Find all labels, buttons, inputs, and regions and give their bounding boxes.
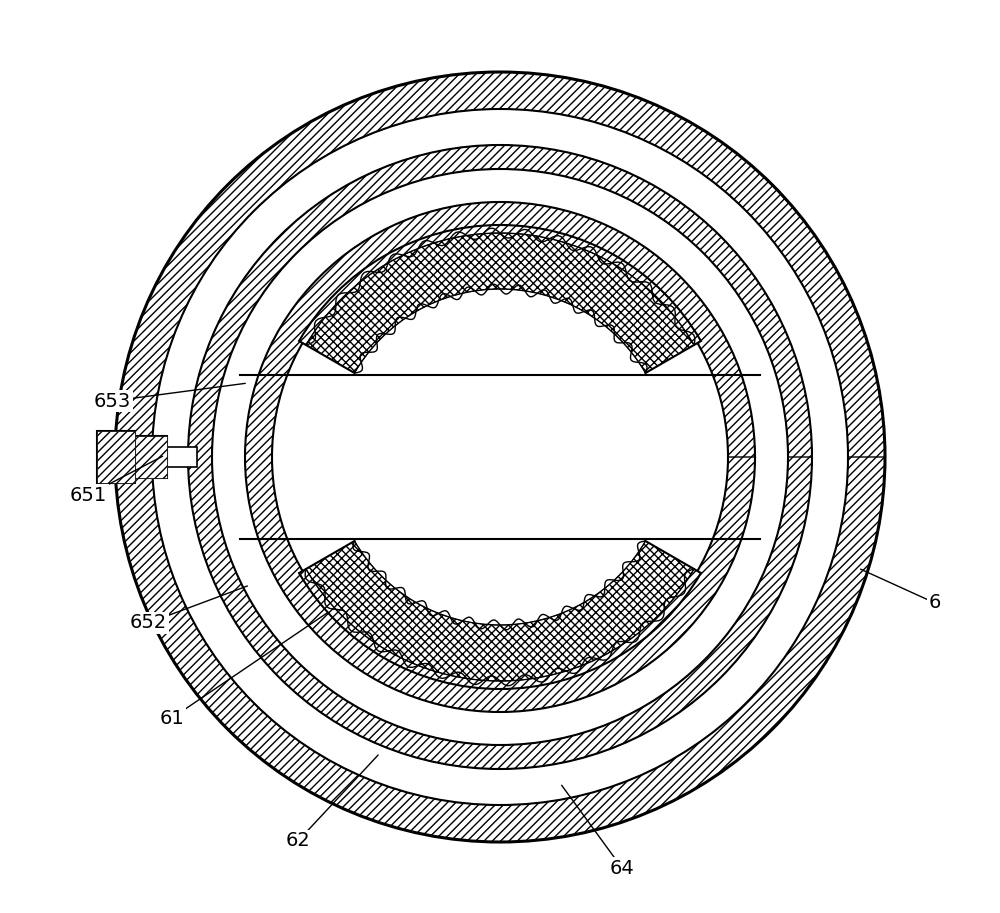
Polygon shape xyxy=(115,72,885,842)
Text: 652: 652 xyxy=(129,614,167,633)
Bar xyxy=(167,447,197,467)
Polygon shape xyxy=(306,541,694,681)
Text: 61: 61 xyxy=(160,708,184,728)
Polygon shape xyxy=(245,202,755,712)
Text: 651: 651 xyxy=(69,486,107,505)
Text: 62: 62 xyxy=(286,832,310,851)
Text: 64: 64 xyxy=(610,858,634,877)
Text: 6: 6 xyxy=(929,593,941,613)
Bar xyxy=(135,436,167,478)
Polygon shape xyxy=(299,569,701,689)
Polygon shape xyxy=(303,229,697,347)
Polygon shape xyxy=(299,225,701,345)
Bar xyxy=(97,431,135,483)
Polygon shape xyxy=(306,233,694,373)
Text: 653: 653 xyxy=(93,392,131,411)
Polygon shape xyxy=(303,567,697,685)
Bar xyxy=(97,431,135,483)
Polygon shape xyxy=(188,145,812,769)
Bar xyxy=(135,436,167,478)
